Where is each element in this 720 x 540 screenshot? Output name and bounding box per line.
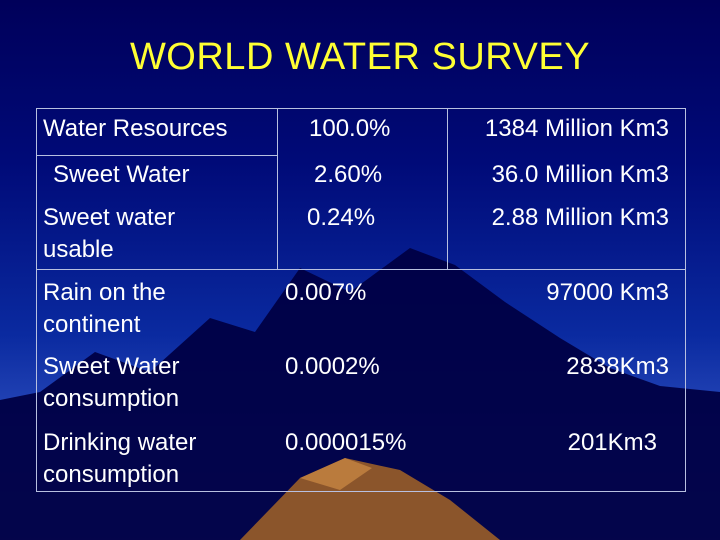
table-cell-percent: 2.60% bbox=[314, 161, 383, 188]
table-cell-volume: 2838Km3 bbox=[566, 353, 669, 380]
table-cell-volume: 201Km3 bbox=[567, 429, 657, 456]
table-cell-resource: Sweet water usable bbox=[43, 204, 176, 263]
table-cell-resource: Water Resources bbox=[43, 115, 228, 142]
table-cell-volume: 97000 Km3 bbox=[546, 279, 669, 306]
table-cell-percent: 0.000015% bbox=[285, 429, 407, 456]
water-survey-table: Water Resources 100.0% 1384 Million Km3 … bbox=[36, 108, 686, 492]
table-cell-volume: 1384 Million Km3 bbox=[484, 115, 669, 142]
table-cell-resource: Sweet Water bbox=[53, 161, 190, 188]
table-cell-percent: 0.0002% bbox=[285, 353, 380, 380]
table-cell-percent: 0.007% bbox=[285, 279, 367, 306]
table-divider-vertical bbox=[447, 109, 448, 269]
table-cell-volume: 36.0 Million Km3 bbox=[491, 161, 669, 188]
table-cell-resource: Drinking water consumption bbox=[43, 429, 197, 488]
table-cell-percent: 100.0% bbox=[309, 115, 391, 142]
table-cell-volume: 2.88 Million Km3 bbox=[491, 204, 669, 231]
table-divider-horizontal bbox=[37, 155, 277, 156]
table-cell-resource: Sweet Water consumption bbox=[43, 353, 180, 412]
table-cell-resource: Rain on the continent bbox=[43, 279, 166, 338]
slide-title: WORLD WATER SURVEY bbox=[129, 36, 591, 78]
table-divider-horizontal bbox=[37, 269, 685, 270]
table-cell-percent: 0.24% bbox=[307, 204, 376, 231]
table-divider-vertical bbox=[277, 109, 278, 269]
